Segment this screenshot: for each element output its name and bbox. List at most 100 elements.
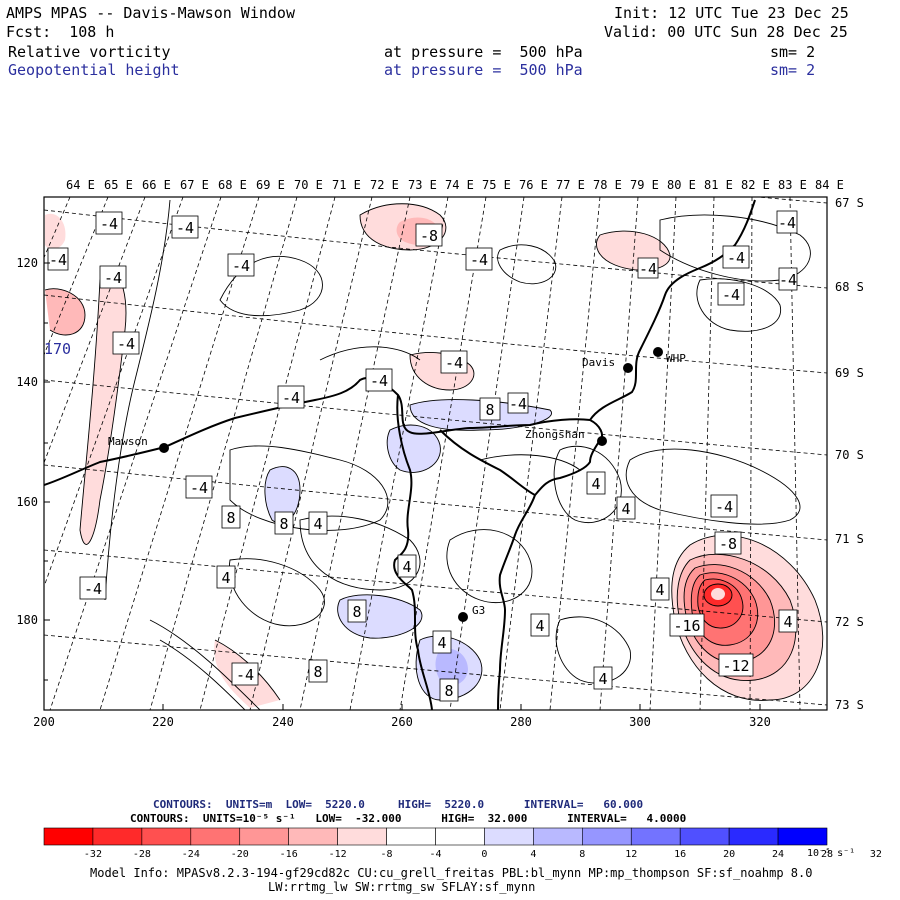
y-tick-labels: 120 140 160 180	[16, 256, 38, 627]
colorbar-tick-label: -24	[182, 849, 200, 860]
axis-ticks	[43, 262, 761, 710]
lon-label: 69 E	[256, 178, 285, 192]
svg-text:-4: -4	[236, 666, 254, 684]
y-tick-label: 120	[16, 256, 38, 270]
colorbar-tick-label: 28	[821, 849, 833, 860]
field1-smoothing: sm= 2	[770, 43, 816, 61]
contour-value-box: -4	[710, 494, 738, 518]
forecast-hour: Fcst: 108 h	[6, 23, 115, 41]
lat-label: 71 S	[835, 532, 864, 546]
field2-name: Geopotential height	[8, 61, 180, 79]
svg-text:-4: -4	[445, 354, 463, 372]
model-info-physics: LW:rrtmg_lw SW:rrtmg_sw SFLAY:sf_mynn	[268, 880, 535, 894]
contour-value-box: -4	[717, 282, 745, 306]
lon-label: 64 E	[66, 178, 95, 192]
svg-text:-4: -4	[117, 335, 135, 353]
contour-value-box: -4	[365, 368, 393, 392]
lon-label: 71 E	[332, 178, 361, 192]
field1-name: Relative vorticity	[8, 43, 171, 61]
lon-label: 79 E	[630, 178, 659, 192]
station-dot-zhongshan	[597, 436, 607, 446]
colorbar-units: 10⁻⁵ s⁻¹	[807, 848, 855, 859]
lon-label: 66 E	[142, 178, 171, 192]
station-label-mawson: Mawson	[108, 435, 148, 448]
lon-label: 75 E	[482, 178, 511, 192]
svg-text:4: 4	[655, 581, 664, 599]
svg-text:4: 4	[783, 613, 792, 631]
svg-text:4: 4	[621, 500, 630, 518]
init-time: Init: 12 UTC Tue 23 Dec 25	[614, 4, 849, 22]
colorbar-swatch	[43, 827, 94, 846]
x-tick-label: 200	[33, 715, 55, 729]
contour-value-box: -4	[440, 350, 468, 374]
colorbar-swatch	[435, 827, 485, 846]
svg-text:-4: -4	[232, 257, 250, 275]
colorbar-swatch	[484, 827, 534, 846]
lat-label: 70 S	[835, 448, 864, 462]
colorbar-tick-label: 32	[870, 849, 882, 860]
station-label-g3: G3	[472, 604, 485, 617]
plot-frame	[43, 196, 828, 711]
svg-text:4: 4	[598, 670, 607, 688]
svg-text:-4: -4	[49, 251, 67, 269]
svg-text:4: 4	[402, 558, 411, 576]
colorbar-swatch	[630, 827, 681, 846]
svg-text:-4: -4	[509, 395, 527, 413]
contour-value-box: -4	[637, 257, 659, 279]
svg-text:-16: -16	[673, 617, 700, 635]
colorbar-swatch	[288, 827, 338, 846]
contour-value-box: 4	[530, 613, 550, 637]
colorbar-tick-label: -8	[381, 849, 393, 860]
colorbar-swatch	[337, 827, 387, 846]
contour-value-box: -4	[778, 267, 798, 291]
colorbar-swatch	[533, 827, 583, 846]
graticule	[44, 197, 827, 710]
svg-text:-4: -4	[190, 479, 208, 497]
colorbar-tick-label: 12	[625, 849, 637, 860]
field2-smoothing: sm= 2	[770, 61, 816, 79]
lon-label: 74 E	[445, 178, 474, 192]
lon-label: 70 E	[294, 178, 323, 192]
colorbar-tick-label: 0	[481, 849, 487, 860]
coastline	[44, 199, 756, 710]
x-tick-label: 320	[749, 715, 771, 729]
svg-text:-4: -4	[715, 498, 733, 516]
field1-level: at pressure = 500 hPa	[384, 43, 583, 61]
lon-label: 72 E	[370, 178, 399, 192]
contour-value-box: -4	[99, 265, 127, 289]
contour-value-box: 4	[432, 630, 452, 654]
contour-value-box: -4	[112, 331, 140, 355]
contours-vorticity-info: CONTOURS: UNITS=10⁻⁵ s⁻¹ LOW= -32.000 HI…	[130, 812, 686, 825]
contour-value-box: 4	[308, 511, 328, 535]
colorbar-tick-label: 4	[530, 849, 536, 860]
contour-value-box: -4	[507, 392, 529, 414]
contour-value-box: -4	[171, 215, 199, 239]
lon-label: 73 E	[408, 178, 437, 192]
height-contour-label: 170	[44, 340, 71, 358]
y-tick-label: 160	[16, 495, 38, 509]
svg-text:-4: -4	[84, 580, 102, 598]
contour-value-box: 8	[221, 505, 241, 529]
svg-text:4: 4	[437, 634, 446, 652]
svg-text:-4: -4	[470, 251, 488, 269]
svg-text:-4: -4	[778, 214, 796, 232]
contour-value-box: -4	[277, 385, 305, 409]
station-label-davis: Davis	[582, 356, 615, 369]
colorbar-tick-label: -20	[231, 849, 249, 860]
svg-text:-4: -4	[176, 219, 194, 237]
station-markers	[159, 347, 663, 622]
station-dot-g3	[458, 612, 468, 622]
svg-text:-4: -4	[282, 389, 300, 407]
colorbar-swatch	[190, 827, 241, 846]
svg-text:8: 8	[226, 509, 235, 527]
lat-label: 69 S	[835, 366, 864, 380]
svg-text:4: 4	[313, 515, 322, 533]
lon-label: 68 E	[218, 178, 247, 192]
svg-text:-4: -4	[779, 271, 797, 289]
svg-text:-4: -4	[722, 286, 740, 304]
lat-label: 73 S	[835, 698, 864, 712]
svg-text:-12: -12	[722, 657, 749, 675]
svg-text:4: 4	[591, 475, 600, 493]
y-tick-label: 180	[16, 613, 38, 627]
lon-label: 65 E	[104, 178, 133, 192]
